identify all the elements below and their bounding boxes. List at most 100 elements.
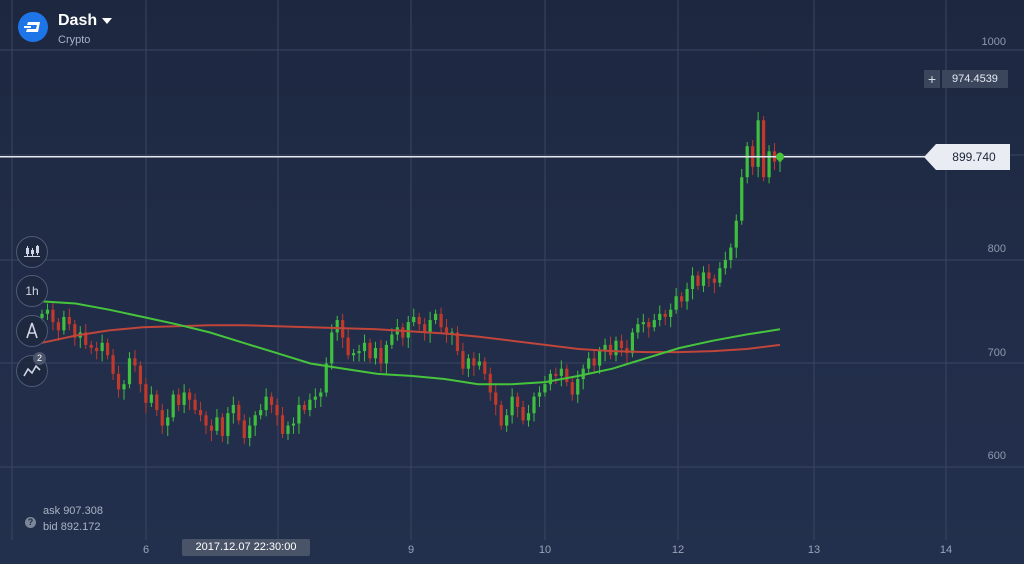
candle-body bbox=[144, 384, 148, 403]
candle-body bbox=[412, 316, 416, 323]
timeframe-label: 1h bbox=[25, 284, 39, 298]
candle-body bbox=[428, 320, 432, 333]
candle-body bbox=[439, 313, 443, 328]
moving-average-slow-line bbox=[41, 324, 781, 354]
x-tick-label: 13 bbox=[807, 544, 821, 556]
candle-body bbox=[455, 332, 460, 352]
candle-body bbox=[723, 260, 727, 269]
candle-body bbox=[275, 404, 279, 416]
candle-body bbox=[630, 332, 634, 354]
candle-body bbox=[319, 392, 323, 397]
current-price-value: 899.740 bbox=[952, 150, 996, 164]
candle-body bbox=[330, 332, 334, 364]
candle-body bbox=[707, 272, 711, 279]
candle-body bbox=[696, 275, 700, 286]
candle-body bbox=[384, 344, 388, 364]
candle-body bbox=[559, 368, 563, 376]
candle-body bbox=[663, 313, 667, 317]
candle-body bbox=[89, 344, 93, 348]
candlestick-series bbox=[40, 111, 782, 447]
candle-body bbox=[264, 396, 268, 411]
bid-quote: bid 892.172 bbox=[43, 521, 101, 533]
candle-body bbox=[548, 373, 552, 385]
candle-body bbox=[346, 337, 350, 356]
candle-body bbox=[729, 247, 733, 260]
candle-body bbox=[127, 358, 132, 385]
candle-body bbox=[526, 413, 531, 421]
candle-body bbox=[242, 420, 246, 439]
candle-body bbox=[73, 324, 77, 338]
candle-body bbox=[280, 415, 285, 434]
asset-name: Dash bbox=[58, 12, 98, 29]
candle-body bbox=[592, 358, 596, 366]
indicator-count-badge: 2 bbox=[33, 352, 46, 365]
candle-body bbox=[701, 272, 706, 286]
candle-body bbox=[510, 396, 514, 416]
candle-body bbox=[291, 423, 296, 426]
candle-body bbox=[734, 220, 738, 248]
ask-label: ask bbox=[43, 505, 61, 517]
candle-body bbox=[434, 313, 438, 321]
candle-body bbox=[685, 288, 689, 302]
candle-body bbox=[537, 392, 542, 397]
x-tick-label: 10 bbox=[538, 544, 552, 556]
candle-body bbox=[188, 392, 192, 400]
candle-body bbox=[324, 363, 328, 393]
candle-body bbox=[636, 324, 640, 333]
bid-label: bid bbox=[43, 521, 58, 533]
timeframe-button[interactable]: 1h bbox=[16, 275, 48, 307]
candle-body bbox=[712, 278, 716, 283]
ask-value: 907.308 bbox=[63, 505, 103, 517]
candle-body bbox=[401, 327, 405, 338]
candle-body bbox=[313, 396, 317, 400]
candle-body bbox=[62, 316, 66, 331]
candle-body bbox=[149, 394, 153, 403]
candle-body bbox=[674, 296, 678, 310]
candle-body bbox=[209, 425, 214, 431]
candle-body bbox=[554, 373, 558, 376]
candle-body bbox=[56, 322, 60, 331]
candle-body bbox=[171, 394, 175, 418]
candle-body bbox=[499, 404, 503, 426]
candle-body bbox=[619, 340, 624, 348]
candle-body bbox=[614, 340, 618, 356]
candle-body bbox=[220, 417, 224, 436]
candle-body bbox=[111, 355, 115, 374]
help-icon[interactable]: ? bbox=[25, 517, 36, 528]
asset-type: Crypto bbox=[58, 34, 91, 46]
candle-body bbox=[166, 417, 170, 426]
current-price-tag: 899.740 bbox=[924, 144, 1010, 170]
candle-body bbox=[690, 275, 695, 289]
candle-body bbox=[417, 316, 421, 325]
candle-body bbox=[45, 309, 50, 314]
bid-value: 892.172 bbox=[60, 521, 101, 533]
candle-body bbox=[516, 396, 520, 407]
candle-body bbox=[603, 344, 607, 352]
candle-body bbox=[297, 404, 301, 424]
dash-logo-icon bbox=[18, 12, 48, 42]
candle-body bbox=[100, 342, 104, 352]
candle-body bbox=[598, 351, 602, 366]
candlestick-icon bbox=[24, 245, 40, 257]
candle-body bbox=[565, 368, 569, 383]
candle-body bbox=[308, 399, 312, 411]
candle-body bbox=[177, 394, 181, 405]
asset-selector[interactable]: Dash bbox=[58, 12, 113, 30]
asset-header[interactable]: Dash Crypto bbox=[18, 12, 113, 46]
candle-body bbox=[133, 358, 137, 366]
candle-body bbox=[226, 413, 230, 436]
candle-body bbox=[106, 342, 110, 356]
chart-type-button[interactable] bbox=[16, 236, 48, 268]
candle-body bbox=[466, 358, 470, 369]
candle-body bbox=[373, 347, 378, 359]
candle-body bbox=[587, 358, 591, 369]
add-price-alert-button[interactable]: + bbox=[924, 70, 940, 88]
candle-body bbox=[182, 392, 186, 405]
drawing-tools-button[interactable] bbox=[16, 315, 48, 347]
candle-body bbox=[40, 313, 44, 318]
candle-body bbox=[658, 313, 662, 321]
candle-body bbox=[231, 404, 235, 414]
candle-body bbox=[253, 415, 257, 426]
